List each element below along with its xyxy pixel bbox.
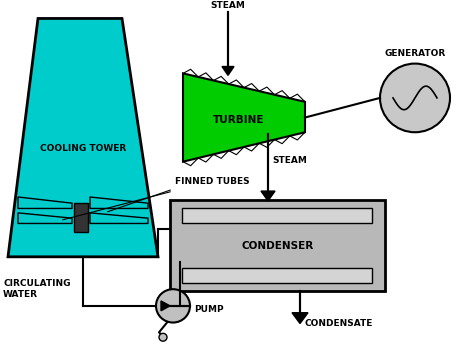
Bar (182, 208, 372, 223)
Bar (182, 268, 372, 283)
Polygon shape (183, 74, 305, 162)
Text: CONDENSER: CONDENSER (241, 240, 314, 251)
Polygon shape (90, 213, 148, 223)
Text: STEAM: STEAM (272, 156, 307, 165)
Bar (170, 200, 385, 291)
Circle shape (159, 333, 167, 341)
Polygon shape (222, 66, 234, 75)
Text: PUMP: PUMP (194, 305, 224, 314)
Text: CIRCULATING
WATER: CIRCULATING WATER (3, 279, 71, 299)
Polygon shape (8, 19, 158, 257)
Text: COOLING TOWER: COOLING TOWER (40, 145, 126, 153)
Text: FINNED TUBES: FINNED TUBES (175, 177, 250, 186)
Polygon shape (90, 197, 148, 209)
Text: TURBINE: TURBINE (213, 116, 265, 125)
Text: STEAM: STEAM (210, 1, 246, 10)
Polygon shape (292, 313, 308, 323)
Polygon shape (261, 191, 275, 201)
Circle shape (380, 64, 450, 132)
Polygon shape (18, 213, 72, 223)
Circle shape (156, 289, 190, 323)
Polygon shape (18, 197, 72, 209)
Bar (74, 203, 88, 232)
Text: GENERATOR: GENERATOR (384, 49, 446, 58)
Polygon shape (161, 301, 170, 311)
Text: CONDENSATE: CONDENSATE (305, 319, 374, 328)
